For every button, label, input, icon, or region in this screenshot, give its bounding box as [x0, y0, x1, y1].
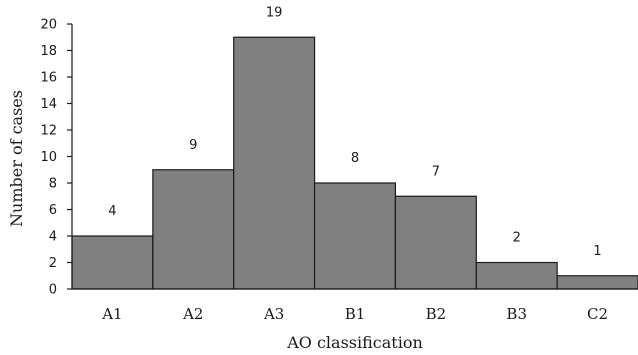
bar-a2 [152, 169, 235, 290]
y-tick-label-4: 4 [49, 230, 57, 245]
x-tick-label-c2: C2 [587, 305, 608, 323]
y-tick-label-18: 18 [40, 44, 57, 59]
y-tick-label-8: 8 [49, 177, 57, 192]
bar-b1 [313, 182, 397, 290]
x-axis: A1 A2 A3 B1 B2 B3 C2 [72, 288, 638, 323]
x-tick-label-b3: B3 [506, 305, 527, 323]
x-tick-label-b2: B2 [426, 305, 447, 323]
x-tick-label-b1: B1 [345, 305, 366, 323]
data-label-b1: 8 [351, 151, 359, 166]
data-label-a3: 19 [266, 5, 283, 20]
y-tick-label-12: 12 [40, 124, 57, 139]
y-tick-label-2: 2 [49, 256, 57, 271]
bar-a1 [71, 235, 154, 290]
x-tick-label-a2: A2 [182, 305, 203, 323]
y-axis: 0 2 4 6 8 10 12 14 16 18 20 [40, 18, 73, 298]
y-tick-label-10: 10 [40, 150, 57, 165]
bar-b2 [394, 195, 477, 290]
data-label-a2: 9 [189, 138, 197, 153]
y-axis-title: Number of cases [7, 90, 26, 227]
bar-b3 [475, 261, 558, 290]
data-label-b2: 7 [432, 164, 440, 179]
y-tick-label-6: 6 [49, 203, 57, 218]
x-tick-label-a1: A1 [101, 305, 122, 323]
y-tick-label-0: 0 [49, 283, 57, 298]
bars-group [71, 36, 638, 290]
y-tick-label-20: 20 [40, 18, 57, 33]
data-label-a1: 4 [108, 204, 116, 219]
data-label-c2: 1 [593, 244, 601, 259]
bar-a3 [233, 36, 316, 290]
x-tick-label-a3: A3 [263, 305, 284, 323]
data-labels-group: 4 9 19 8 7 2 1 [108, 5, 601, 259]
data-label-b3: 2 [513, 231, 521, 246]
y-tick-label-16: 16 [40, 71, 57, 86]
y-tick-label-14: 14 [40, 97, 57, 112]
x-axis-title: AO classification [286, 333, 423, 352]
bar-c2 [556, 275, 638, 290]
